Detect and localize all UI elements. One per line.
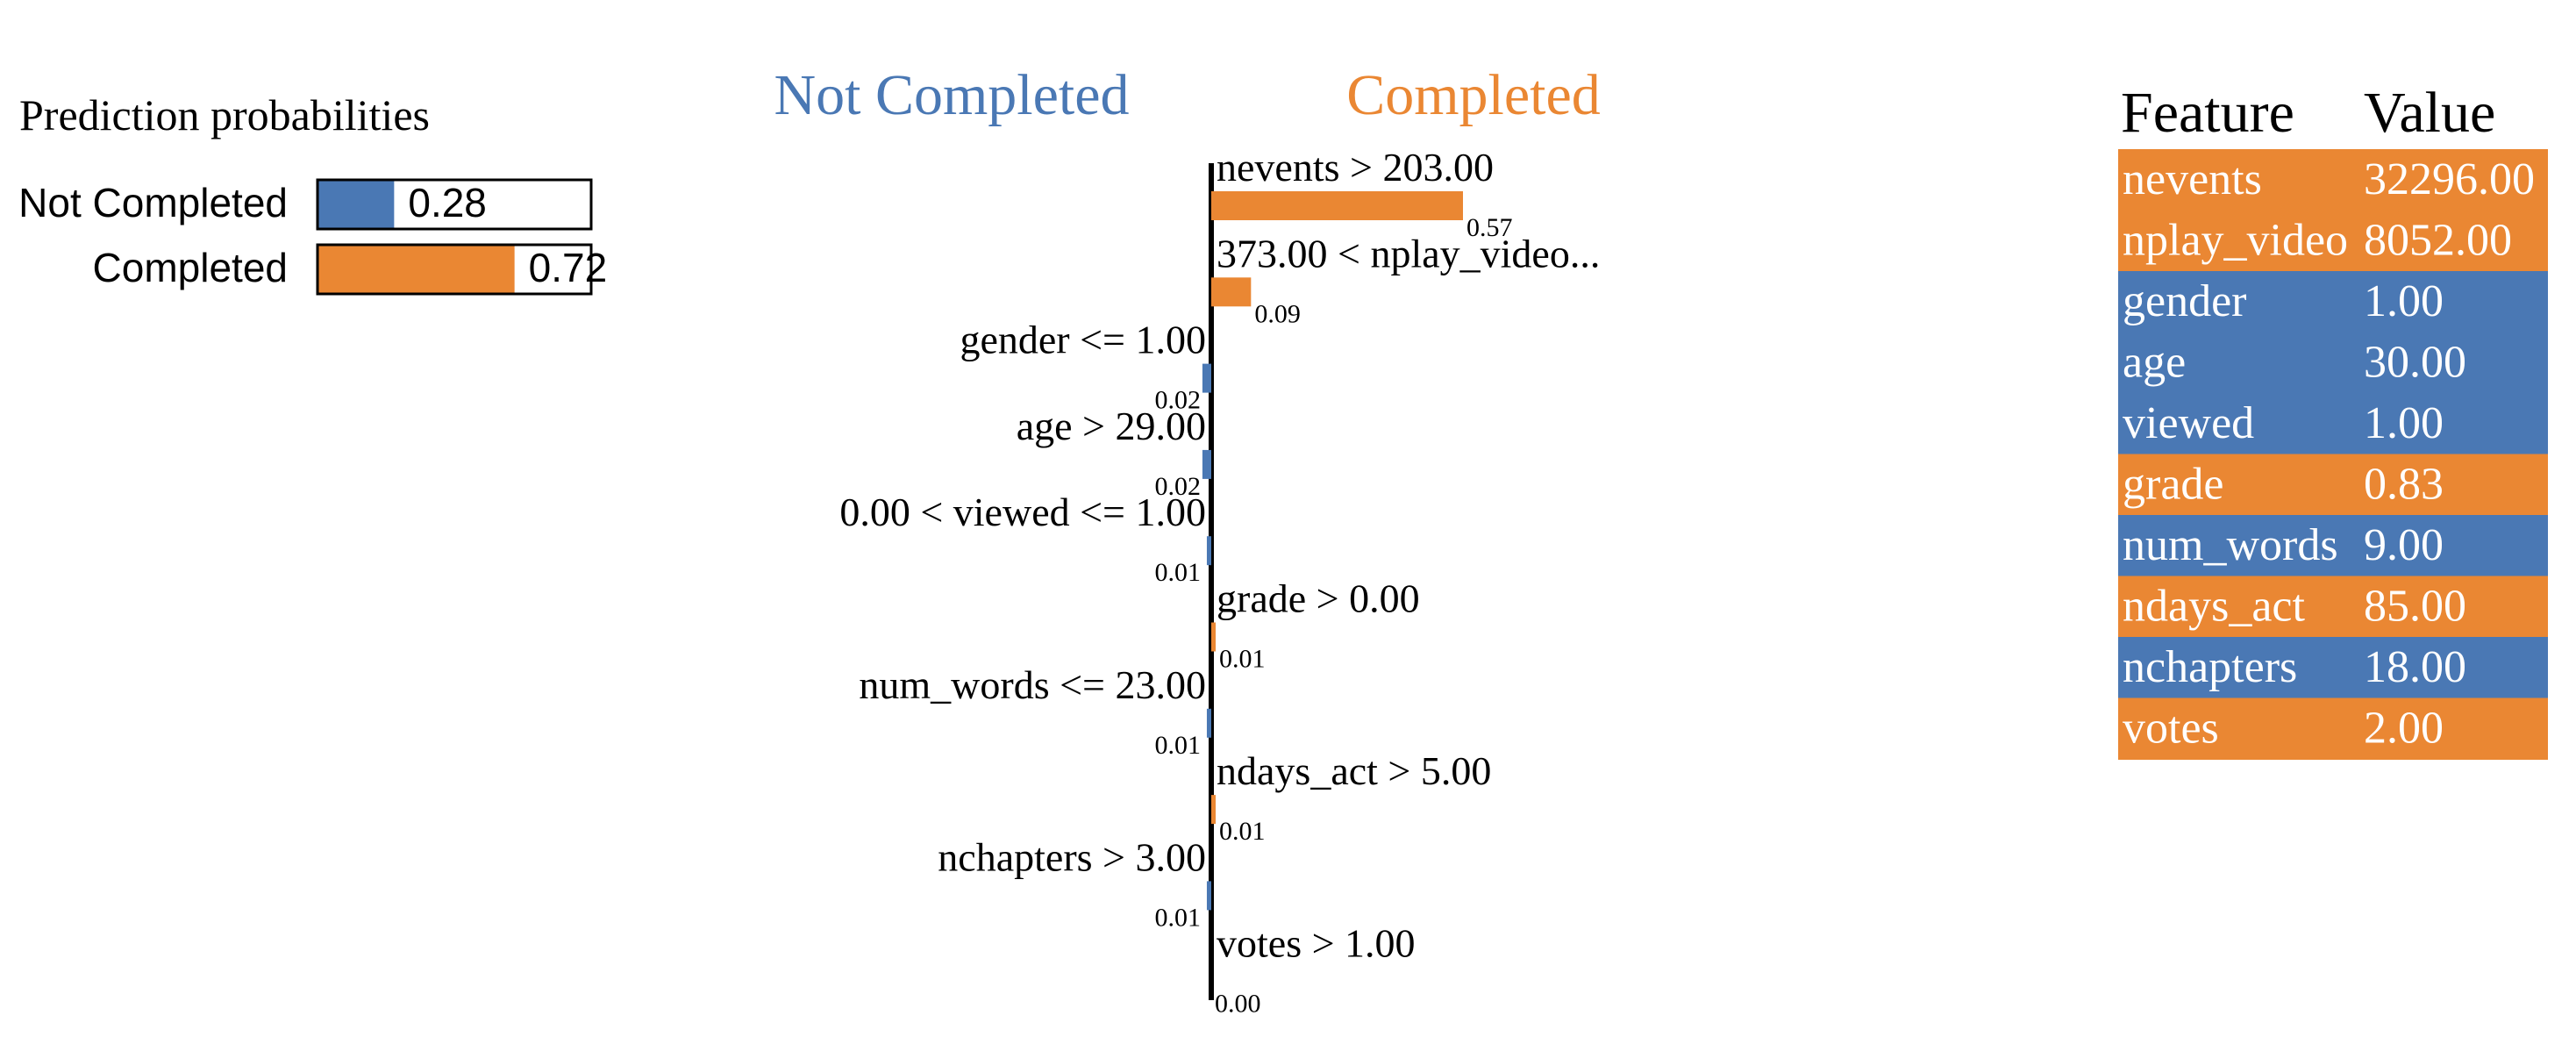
contribution-value-label: 0.00 [1215, 990, 1261, 1019]
table-row [2118, 576, 2548, 638]
contribution-value-label: 0.01 [1219, 817, 1266, 846]
table-cell-feature: age [2123, 338, 2186, 388]
table-cell-feature: ndays_act [2123, 582, 2305, 632]
contribution-value-label: 0.09 [1254, 299, 1301, 328]
table-row [2118, 393, 2548, 455]
table-cell-value: 8052.00 [2364, 216, 2512, 266]
table-row [2118, 697, 2548, 760]
table-cell-feature: num_words [2123, 520, 2338, 570]
table-cell-feature: viewed [2123, 398, 2254, 448]
feature-condition-label: nchapters > 3.00 [938, 834, 1206, 879]
contribution-bar [1202, 363, 1211, 393]
table-cell-value: 9.00 [2364, 520, 2444, 570]
contribution-value-label: 0.02 [1155, 386, 1202, 415]
table-cell-feature: votes [2123, 704, 2219, 754]
table-cell-value: 1.00 [2364, 398, 2444, 448]
class-title-completed: Completed [1346, 63, 1601, 127]
table-cell-feature: grade [2123, 460, 2223, 510]
prediction-probabilities-title: Prediction probabilities [19, 90, 430, 139]
table-header-feature: Feature [2121, 81, 2294, 145]
table-cell-value: 32296.00 [2364, 154, 2535, 204]
table-row [2118, 332, 2548, 394]
table-row [2118, 515, 2548, 577]
table-cell-value: 2.00 [2364, 704, 2444, 754]
prob-value-not-completed: 0.28 [408, 180, 487, 225]
prob-label-completed: Completed [93, 245, 288, 290]
feature-value-table: Feature Value nevents 32296.00 nplay_video… [2118, 81, 2548, 760]
contribution-bar [1202, 449, 1211, 479]
table-cell-feature: nchapters [2123, 642, 2297, 692]
prob-value-completed: 0.72 [529, 245, 608, 290]
feature-condition-label: 373.00 < nplay_video... [1217, 231, 1600, 275]
contribution-value-label: 0.02 [1155, 472, 1202, 501]
contribution-value-label: 0.01 [1155, 731, 1202, 760]
table-cell-value: 0.83 [2364, 460, 2444, 510]
table-row [2118, 637, 2548, 699]
prob-label-not-completed: Not Completed [18, 180, 288, 225]
contribution-value-label: 0.01 [1219, 645, 1266, 674]
feature-condition-label: nevents > 203.00 [1217, 145, 1494, 190]
feature-contributions-panel: Not Completed Completed nevents > 203.00… [774, 63, 1600, 1019]
contribution-bar [1211, 795, 1217, 825]
feature-condition-label: grade > 0.00 [1217, 576, 1420, 621]
contribution-bar [1211, 277, 1252, 307]
feature-condition-label: ndays_act > 5.00 [1217, 748, 1491, 793]
contribution-value-label: 0.01 [1155, 558, 1202, 587]
feature-condition-label: num_words <= 23.00 [859, 662, 1206, 707]
prediction-probabilities-panel: Prediction probabilities Not Completed 0.… [18, 90, 608, 296]
prob-bar-completed [318, 245, 515, 294]
class-title-not-completed: Not Completed [774, 63, 1129, 127]
feature-condition-label: 0.00 < viewed <= 1.00 [839, 490, 1206, 534]
feature-condition-label: age > 29.00 [1017, 404, 1206, 448]
table-cell-value: 85.00 [2364, 582, 2466, 632]
prob-bar-frame-completed [316, 243, 593, 296]
contribution-bar [1211, 191, 1463, 220]
table-row [2118, 454, 2548, 516]
feature-condition-label: votes > 1.00 [1217, 921, 1416, 966]
table-row [2118, 271, 2548, 333]
table-cell-feature: nevents [2123, 154, 2262, 204]
contribution-bar [1206, 708, 1211, 738]
table-cell-feature: nplay_video [2123, 216, 2348, 266]
contribution-value-label: 0.57 [1466, 213, 1513, 242]
table-row [2118, 210, 2548, 272]
table-cell-feature: gender [2123, 276, 2246, 326]
prob-bar-not-completed [318, 180, 395, 229]
feature-condition-label: gender <= 1.00 [960, 318, 1206, 362]
contribution-value-label: 0.01 [1155, 903, 1202, 932]
contribution-bar [1211, 622, 1217, 652]
table-row [2118, 149, 2548, 211]
table-header-value: Value [2364, 81, 2495, 145]
table-cell-value: 30.00 [2364, 338, 2466, 388]
prob-bar-frame-not-completed [316, 178, 593, 231]
table-cell-value: 18.00 [2364, 642, 2466, 692]
contribution-bar [1206, 881, 1211, 911]
contribution-bar [1206, 536, 1211, 566]
table-cell-value: 1.00 [2364, 276, 2444, 326]
